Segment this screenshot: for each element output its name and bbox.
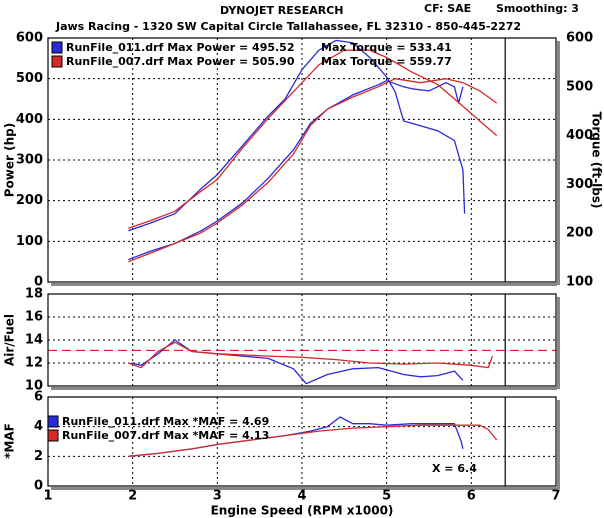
- power-torque-legend-torque-label: Max Torque = 533.41: [321, 41, 452, 54]
- maf-legend-swatch: [47, 415, 59, 428]
- maf-legend-label: RunFile_007.drf Max *MAF = 4.13: [62, 429, 269, 442]
- xtick-label: 7: [551, 489, 560, 504]
- power-torque-ytick-label: 600: [16, 31, 43, 46]
- power-torque-power-runfile-011-line: [128, 80, 464, 261]
- air-fuel-ytick-label: 16: [25, 310, 43, 325]
- chart-title: DYNOJET RESEARCH: [220, 4, 344, 17]
- torque-ytick-label: 500: [566, 79, 593, 94]
- xtick-label: 1: [43, 489, 52, 504]
- maf-axis-label: *MAF: [3, 423, 17, 459]
- torque-axis-label: Torque (ft-lbs): [590, 112, 604, 209]
- power-axis-label: Power (hp): [3, 123, 17, 197]
- power-torque-legend-label: RunFile_011.drf Max Power = 495.52: [66, 41, 295, 54]
- air-fuel-shadow-bottom: [51, 387, 557, 390]
- xtick-label: 5: [382, 489, 391, 504]
- power-torque-ytick-label: 100: [16, 234, 43, 249]
- maf-runfile-007-line: [128, 424, 498, 457]
- power-torque-shadow-bottom: [51, 283, 557, 286]
- air-fuel-frame: [47, 293, 557, 387]
- xtick-label: 2: [128, 489, 137, 504]
- torque-ytick-label: 400: [566, 128, 593, 143]
- cf-label: CF: SAE: [424, 2, 472, 15]
- maf-shadow-right: [557, 400, 560, 489]
- power-torque-legend-torque-label: Max Torque = 559.77: [321, 55, 452, 68]
- maf-plot-area: [48, 397, 556, 486]
- maf-legend-label: RunFile_011.drf Max *MAF = 4.69: [62, 415, 269, 428]
- xtick-label: 6: [467, 489, 476, 504]
- torque-ytick-label: 100: [566, 275, 593, 290]
- power-torque-frame: [47, 37, 557, 283]
- torque-ytick-label: 600: [566, 31, 593, 46]
- x-axis-label: Engine Speed (RPM x1000): [211, 504, 394, 518]
- air-fuel-runfile-011-line: [130, 339, 464, 385]
- air-fuel-ytick-label: 12: [25, 356, 43, 371]
- power-torque-ytick-label: 500: [16, 71, 43, 86]
- xtick-label: 3: [213, 489, 222, 504]
- chart-subtitle: Jaws Racing - 1320 SW Capital Circle Tal…: [56, 20, 522, 33]
- xtick-label: 4: [297, 489, 306, 504]
- air-fuel-ytick-label: 18: [25, 287, 43, 302]
- power-torque-ytick-label: 300: [16, 153, 43, 168]
- power-torque-legend-label: RunFile_007.drf Max Power = 505.90: [66, 55, 295, 68]
- maf-ytick-label: 0: [34, 479, 43, 494]
- power-torque-torque-runfile-007-line: [128, 49, 498, 229]
- maf-ytick-label: 6: [34, 390, 43, 405]
- air-fuel-runfile-007-line: [128, 341, 494, 369]
- power-torque-shadow-right: [557, 41, 560, 285]
- maf-ytick-label: 2: [34, 449, 43, 464]
- air-fuel-ytick-label: 14: [25, 333, 43, 348]
- maf-legend-swatch: [47, 429, 59, 442]
- power-torque-legend-swatch: [51, 41, 63, 54]
- smoothing-label: Smoothing: 3: [496, 2, 579, 15]
- power-torque-legend-swatch: [51, 55, 63, 68]
- power-torque-ytick-label: 0: [34, 275, 43, 290]
- marker-x-label: X = 6.4: [432, 462, 477, 475]
- air-fuel-ytick-label: 10: [25, 379, 43, 394]
- air-fuel-axis-label: Air/Fuel: [3, 314, 17, 366]
- torque-ytick-label: 300: [566, 177, 593, 192]
- torque-ytick-label: 200: [566, 226, 593, 241]
- power-torque-ytick-label: 200: [16, 193, 43, 208]
- power-torque-torque-runfile-011-line: [128, 39, 466, 232]
- maf-ytick-label: 4: [34, 419, 43, 434]
- air-fuel-shadow-right: [557, 297, 560, 389]
- power-torque-ytick-label: 400: [16, 112, 43, 127]
- maf-shadow-bottom: [51, 487, 557, 490]
- power-torque-power-runfile-007-line: [128, 78, 498, 263]
